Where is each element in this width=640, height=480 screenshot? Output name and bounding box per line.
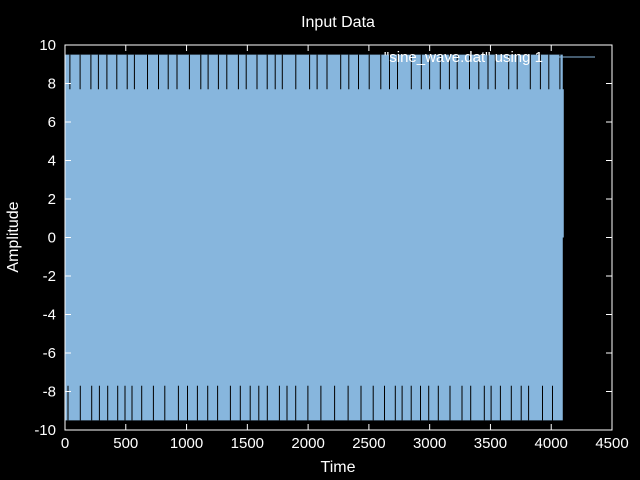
y-tick-label: 6 bbox=[48, 114, 56, 131]
legend-label: "sine_wave.dat" using 1 bbox=[384, 49, 543, 66]
y-tick-label: 0 bbox=[48, 230, 56, 247]
data-layer bbox=[65, 54, 564, 421]
x-axis-title: Time bbox=[321, 459, 356, 476]
series-envelope bbox=[65, 54, 563, 421]
y-tick-label: 4 bbox=[48, 153, 56, 170]
y-tick-label: -8 bbox=[43, 384, 56, 401]
axes-layer: 0 500 1000 1500 2000 2500 3000 3500 4000 4500 -10 -… bbox=[34, 37, 628, 452]
y-tick-label: 8 bbox=[48, 76, 56, 93]
y-tick-label: 10 bbox=[39, 37, 56, 54]
x-tick-label: 0 bbox=[61, 435, 69, 452]
x-tick-label: 2500 bbox=[352, 435, 385, 452]
y-tick-label: -4 bbox=[43, 307, 56, 324]
y-axis-title: Amplitude bbox=[5, 201, 22, 272]
legend: "sine_wave.dat" using 1 bbox=[384, 49, 595, 66]
x-tick-label: 500 bbox=[113, 435, 138, 452]
series-0 bbox=[65, 54, 564, 421]
y-tick-label: -10 bbox=[34, 422, 56, 439]
y-tick-label: -2 bbox=[43, 268, 56, 285]
x-tick-label: 2000 bbox=[291, 435, 324, 452]
y-tick-label: 2 bbox=[48, 191, 56, 208]
chart-title: Input Data bbox=[301, 14, 375, 31]
x-tick-label: 4500 bbox=[595, 435, 628, 452]
x-tick-label: 3500 bbox=[474, 435, 507, 452]
x-tick-label: 1500 bbox=[231, 435, 264, 452]
y-tick-label: -6 bbox=[43, 345, 56, 362]
x-tick-label: 3000 bbox=[413, 435, 446, 452]
x-tick-label: 4000 bbox=[535, 435, 568, 452]
x-tick-label: 1000 bbox=[170, 435, 203, 452]
